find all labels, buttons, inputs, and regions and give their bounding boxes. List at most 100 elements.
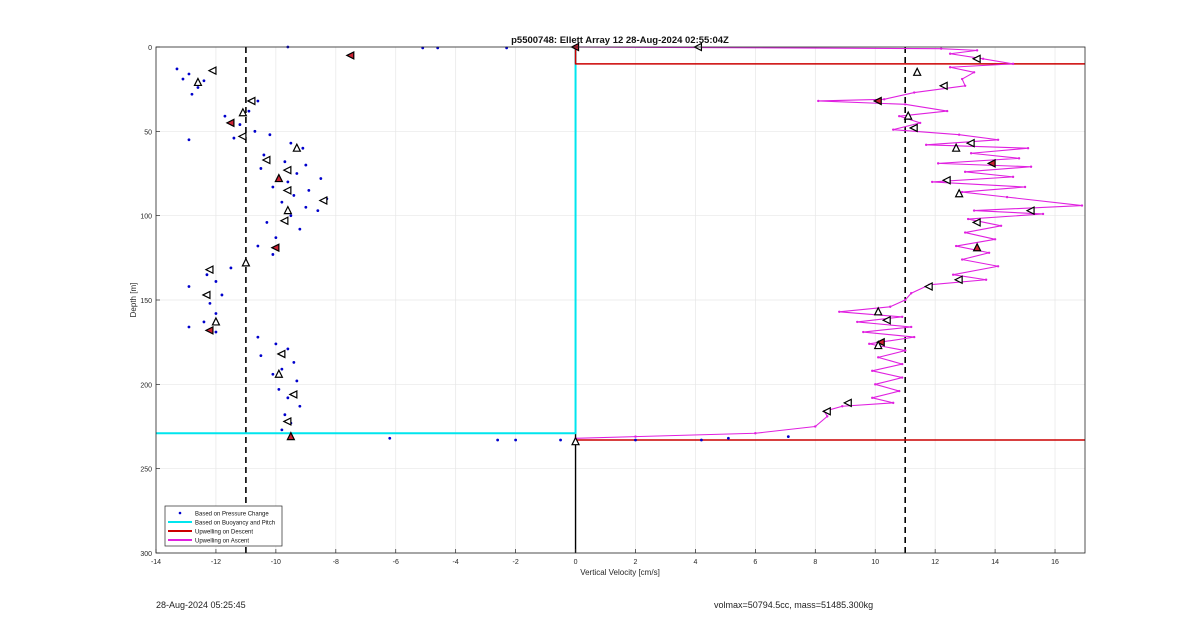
pressure-point: [214, 330, 218, 334]
y-axis-ticks: 0 50 100 150 200 250 300: [140, 45, 160, 558]
ascent-point: [1023, 185, 1027, 189]
ascent-point: [960, 77, 964, 81]
ascent-point: [951, 273, 955, 276]
y-axis-label: Depth [m]: [129, 283, 138, 318]
pressure-point: [292, 194, 296, 197]
ascent-point: [924, 143, 928, 147]
pressure-point: [256, 99, 260, 103]
y-tick-label: 150: [140, 298, 152, 305]
pressure-point: [271, 253, 275, 256]
x-tick-label: 0: [574, 559, 578, 566]
pressure-point: [187, 325, 191, 329]
pressure-point: [259, 354, 263, 358]
ascent-point: [918, 121, 922, 125]
ascent-point: [1080, 204, 1084, 207]
series-line-1: [156, 47, 577, 435]
triangle-marker: [282, 185, 292, 195]
pressure-point: [175, 67, 179, 71]
pressure-point: [634, 438, 637, 442]
series-line-2: [574, 47, 1085, 65]
triangle-marker: [875, 337, 885, 347]
pressure-point: [262, 153, 266, 157]
ascent-point: [898, 389, 901, 393]
legend-label: Based on Buoyancy and Pitch: [195, 521, 275, 527]
triangle-marker: [238, 107, 248, 117]
pressure-point: [271, 185, 275, 189]
ascent-point: [999, 224, 1003, 227]
triangle-marker: [571, 436, 581, 446]
series-line-4: [575, 46, 1083, 439]
ascent-point: [1029, 165, 1033, 168]
x-tick-label: 8: [813, 559, 817, 566]
triangle-marker: [225, 118, 235, 128]
legend-label: Upwelling on Ascent: [195, 539, 249, 545]
pressure-point: [256, 335, 260, 339]
triangle-marker: [318, 196, 328, 205]
ascent-point: [903, 298, 907, 302]
triangle-marker: [965, 138, 975, 148]
ascent-point: [634, 435, 637, 438]
ascent-point: [948, 52, 952, 55]
legend-label: Upwelling on Descent: [195, 530, 253, 536]
ascent-point: [957, 133, 961, 136]
x-tick-label: 10: [871, 559, 879, 566]
triangle-marker: [345, 50, 355, 60]
ascent-point: [1005, 195, 1009, 199]
pressure-point: [304, 205, 308, 209]
triangle-marker: [246, 96, 256, 106]
pressure-point: [295, 172, 299, 175]
pressure-point: [181, 77, 185, 81]
triangle-marker: [912, 66, 922, 76]
triangle-marker: [821, 406, 831, 416]
pressure-scatter: [175, 45, 790, 442]
pressure-point: [187, 138, 191, 142]
pressure-point: [265, 221, 269, 224]
ascent-point: [939, 47, 943, 50]
ascent-point: [871, 369, 874, 373]
pressure-point: [289, 214, 293, 218]
pressure-point: [307, 188, 311, 192]
x-tick-label: 16: [1051, 559, 1059, 566]
ascent-point: [936, 162, 940, 165]
ascent-point: [871, 396, 874, 400]
ascent-point: [966, 217, 970, 221]
triangle-marker: [283, 205, 293, 215]
ascent-point: [841, 405, 844, 408]
x-tick-label: -10: [271, 559, 281, 566]
ascent-point: [972, 71, 976, 74]
ascent-point: [874, 383, 877, 386]
pressure-point: [202, 79, 206, 83]
triangle-marker: [282, 165, 292, 175]
ascent-point: [1011, 62, 1015, 66]
triangle-marker: [954, 188, 964, 198]
ascent-point: [883, 98, 886, 101]
pressure-point: [286, 396, 290, 400]
ascent-point: [963, 231, 967, 234]
triangle-marker: [292, 142, 302, 152]
triangle-marker: [201, 290, 211, 300]
pressure-point: [388, 436, 392, 440]
pressure-point: [280, 367, 284, 371]
pressure-point: [214, 280, 218, 283]
triangle-marker: [237, 131, 247, 141]
ascent-point: [856, 320, 859, 324]
ascent-point: [826, 415, 829, 418]
x-tick-label: 2: [634, 559, 638, 566]
triangle-marker: [872, 96, 882, 106]
triangle-marker: [207, 66, 217, 76]
ascent-point: [954, 244, 958, 248]
y-tick-label: 50: [144, 129, 152, 136]
pressure-point: [496, 438, 500, 442]
pressure-point: [187, 72, 191, 76]
x-axis-ticks: -14 -12 -10 -8 -6 -4 -2 0 2 4 6 8 10 12 14 16: [151, 549, 1059, 566]
pressure-point: [559, 438, 562, 442]
ascent-point: [996, 138, 1000, 141]
ascent-point: [892, 128, 895, 131]
ascent-point: [1041, 212, 1045, 216]
triangle-marker: [241, 257, 251, 267]
ascent-point: [963, 84, 967, 87]
ascent-point: [1017, 157, 1021, 160]
x-tick-label: 4: [693, 559, 697, 566]
legend-swatch: [178, 511, 182, 515]
